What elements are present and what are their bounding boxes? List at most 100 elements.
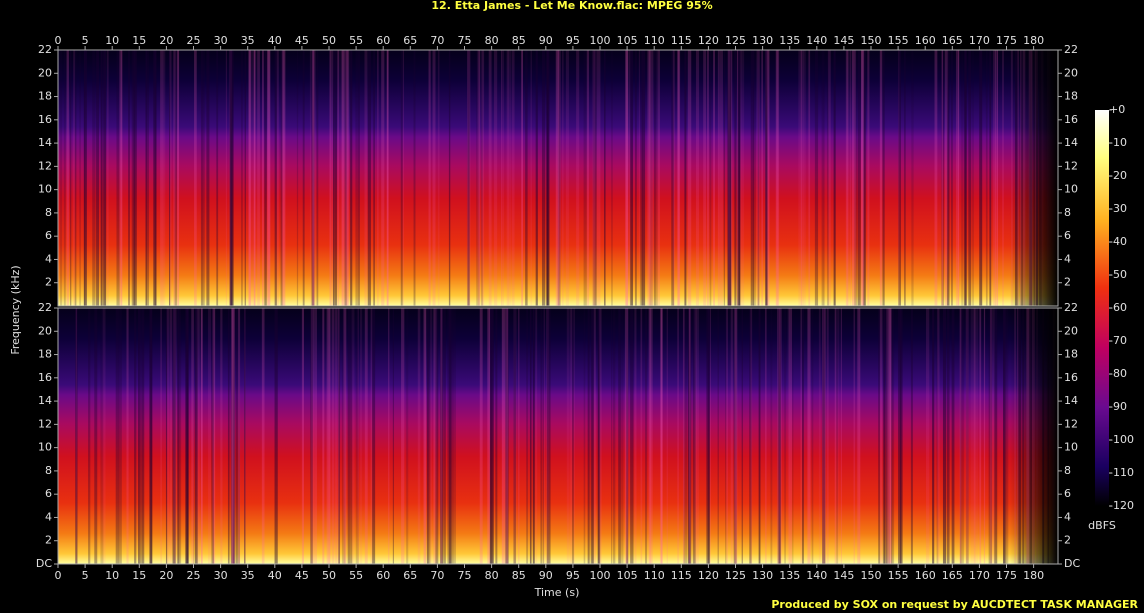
colorbar	[1095, 110, 1109, 506]
spectrogram-texture	[750, 308, 753, 564]
spectrogram-texture	[231, 308, 233, 564]
spectrogram-texture	[169, 308, 173, 564]
spectrogram-texture	[488, 308, 491, 564]
spectrogram-texture	[508, 50, 512, 306]
spectrogram-texture	[241, 50, 243, 306]
spectrogram-texture	[149, 308, 153, 564]
spectrogram-texture	[481, 50, 485, 306]
spectrogram-texture	[200, 308, 203, 564]
x-tick-label: 120	[698, 569, 719, 582]
spectrogram-texture	[236, 308, 238, 564]
spectrogram-texture	[206, 50, 210, 306]
spectrogram-texture	[153, 50, 157, 306]
spectrogram-texture	[827, 50, 829, 306]
spectrogram-texture	[800, 308, 802, 564]
spectrogram-texture	[134, 308, 137, 564]
spectrogram-texture	[355, 50, 359, 306]
y-tick-label: 6	[1064, 487, 1071, 500]
spectrogram-texture	[502, 50, 504, 306]
spectrogram-texture	[489, 308, 492, 564]
spectrogram-texture	[833, 50, 836, 306]
spectrogram-texture	[717, 50, 720, 306]
spectrogram-texture	[1002, 50, 1004, 306]
spectrogram-texture	[611, 50, 613, 306]
x-tick-label: 60	[376, 569, 390, 582]
y-tick-label: 18	[38, 348, 52, 361]
spectrogram-texture	[194, 50, 197, 306]
spectrogram-texture	[959, 308, 962, 564]
spectrogram-texture	[322, 308, 325, 564]
colorbar-label: dBFS	[1088, 519, 1116, 532]
spectrogram-texture	[991, 308, 995, 564]
spectrogram-texture	[506, 50, 509, 306]
colorbar-tick-label: -10	[1109, 136, 1127, 149]
spectrogram-texture	[766, 50, 768, 306]
spectrogram-texture	[733, 308, 736, 564]
spectrogram-texture	[542, 308, 544, 564]
spectrogram-texture	[94, 308, 98, 564]
spectrogram-texture	[733, 308, 737, 564]
spectrogram-texture	[965, 308, 969, 564]
spectrogram-texture	[227, 308, 230, 564]
spectrogram-texture	[535, 50, 538, 306]
spectrogram-texture	[625, 50, 629, 306]
spectrogram-texture	[138, 308, 140, 564]
x-tick-label: 40	[268, 34, 282, 47]
spectrogram-texture	[120, 50, 123, 306]
spectrogram-texture	[611, 308, 613, 564]
spectrogram-texture	[555, 50, 560, 306]
y-tick-label: 12	[1064, 159, 1078, 172]
spectrogram-texture	[764, 308, 767, 564]
y-tick-label: 8	[45, 464, 52, 477]
y-tick-label: 22	[38, 43, 52, 56]
spectrogram-texture	[840, 308, 842, 564]
spectrogram-texture	[845, 50, 848, 306]
spectrogram-texture	[364, 308, 368, 564]
y-tick-label: 8	[1064, 206, 1071, 219]
x-tick-label: 30	[214, 569, 228, 582]
spectrogram-texture	[599, 308, 602, 564]
spectrogram-texture	[346, 50, 350, 306]
spectrogram-texture	[727, 50, 732, 306]
y-tick-label: 20	[38, 66, 52, 79]
spectrogram-texture	[677, 50, 680, 306]
spectrogram-texture	[758, 308, 761, 564]
spectrogram-texture	[491, 308, 494, 564]
spectrogram-texture	[886, 308, 890, 564]
spectrogram-texture	[173, 308, 177, 564]
spectrogram-texture	[777, 308, 781, 564]
spectrogram-texture	[172, 308, 176, 564]
spectrogram-texture	[723, 50, 725, 306]
spectrogram-texture	[592, 50, 595, 306]
spectrogram-texture	[333, 50, 337, 306]
spectrogram-texture	[993, 50, 997, 306]
spectrogram-texture	[345, 50, 348, 306]
spectrogram-texture	[612, 308, 616, 564]
x-tick-label: 35	[241, 569, 255, 582]
spectrogram-texture	[220, 308, 223, 564]
x-tick-label: 130	[752, 569, 773, 582]
spectrogram-texture	[658, 50, 661, 306]
spectrogram-texture	[401, 308, 405, 564]
spectrogram-texture	[638, 50, 640, 306]
spectrogram-texture	[116, 50, 120, 306]
y-tick-label: 14	[1064, 136, 1078, 149]
spectrogram-texture	[942, 308, 947, 564]
spectrogram-texture	[649, 308, 653, 564]
spectrogram-texture	[489, 308, 492, 564]
spectrogram-texture	[88, 308, 91, 564]
y-tick-label: 10	[1064, 441, 1078, 454]
spectrogram-texture	[357, 308, 359, 564]
y-tick-label: 10	[38, 441, 52, 454]
spectrogram-texture	[857, 50, 861, 306]
x-tick-label: 5	[82, 569, 89, 582]
spectrogram-texture	[63, 50, 66, 306]
spectrogram-texture	[103, 50, 107, 306]
spectrogram-texture	[625, 50, 629, 306]
x-tick-label: 65	[403, 34, 417, 47]
spectrogram-texture	[487, 308, 491, 564]
spectrogram-texture	[593, 50, 597, 306]
spectrogram-texture	[126, 308, 129, 564]
spectrogram-texture	[160, 50, 164, 306]
